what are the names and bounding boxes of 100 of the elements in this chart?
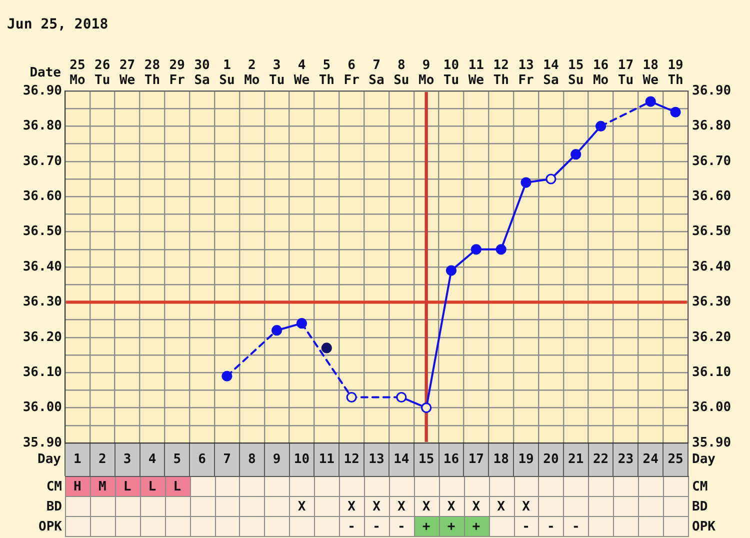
text: X <box>472 499 480 514</box>
category-label: OPK <box>38 519 62 534</box>
x2-tick-label: 23 <box>618 452 634 467</box>
text: - <box>397 519 406 534</box>
x2-tick-label: 16 <box>443 452 460 467</box>
x2-tick-label: 20 <box>543 452 559 467</box>
category-label: CM <box>46 479 62 494</box>
x2-tick-label: 13 <box>368 452 384 467</box>
text: - <box>372 519 380 534</box>
y2-tick-label: 36.00 <box>692 400 732 416</box>
y-tick-label: 36.10 <box>22 364 62 380</box>
x2-tick-label: 3 <box>123 452 132 467</box>
x-tick-label: 2 Mo <box>244 58 260 88</box>
x2-tick-label: 19 <box>518 452 534 467</box>
x-tick-label: 14 Sa <box>543 58 559 88</box>
text: L <box>173 479 182 494</box>
y2-tick-label: 36.20 <box>692 330 732 345</box>
text: H <box>74 479 82 494</box>
text: - <box>348 519 356 534</box>
category-label: BD <box>692 499 708 514</box>
y-tick-label: 36.50 <box>22 224 62 240</box>
y2-tick-label: 36.80 <box>692 118 732 134</box>
x-tick-label: 15 Su <box>568 58 584 88</box>
text: M <box>98 479 106 494</box>
x-tick-label: 7 Sa <box>368 58 384 88</box>
x-tick-label: 18 We <box>642 58 659 88</box>
x2-tick-label: 11 <box>318 452 335 467</box>
y2-tick-label: 36.70 <box>692 154 732 169</box>
category-label: CM <box>692 479 708 494</box>
y-tick-label: 36.40 <box>22 259 62 274</box>
y-tick-label: 36.60 <box>22 188 62 204</box>
x-tick-label: 28 Th <box>144 58 160 88</box>
y-tick-label: 36.80 <box>22 118 62 134</box>
y-tick-label: 35.90 <box>22 435 62 450</box>
y-tick-label: 36.00 <box>22 400 62 416</box>
x-tick-label: 11 We <box>468 58 484 88</box>
y2-tick-label: 36.60 <box>692 188 732 204</box>
text: L <box>123 479 132 494</box>
x2-tick-label: 22 <box>592 452 609 467</box>
x2-tick-label: 21 <box>568 452 584 467</box>
x-tick-label: 19 Th <box>668 58 684 88</box>
text: X <box>447 499 456 514</box>
text: X <box>298 499 306 514</box>
text: - <box>572 519 580 534</box>
x-tick-label: 5 Th <box>318 58 334 88</box>
x-tick-label: 26 Tu <box>94 58 110 88</box>
x2-tick-label: 5 <box>173 452 182 467</box>
x2-tick-label: 25 <box>668 452 684 467</box>
y2-tick-label: 36.90 <box>692 83 732 98</box>
x-tick-label: 17 Tu <box>618 58 634 88</box>
x-tick-label: 29 Fr <box>169 58 186 88</box>
text: - <box>522 519 530 534</box>
x-tick-label: 4 We <box>294 58 310 88</box>
x-tick-label: 1 Su <box>219 58 235 88</box>
y-tick-label: 36.70 <box>22 154 62 169</box>
x-tick-label: 27 We <box>119 58 136 88</box>
x2-tick-label: 6 <box>198 452 206 467</box>
text: + <box>472 519 480 534</box>
x-tick-label: 10 Tu <box>443 58 460 88</box>
x-tick-label: 3 Tu <box>268 58 285 88</box>
x2-tick-label: 14 <box>394 452 410 467</box>
y2-tick-label: 36.50 <box>692 224 732 240</box>
text: X <box>372 499 380 514</box>
chart-title: Jun 25, 2018 <box>7 16 108 33</box>
x-tick-label: 12 Th <box>493 58 509 88</box>
text: + <box>422 519 430 534</box>
x2-tick-label: 2 <box>98 452 106 467</box>
category-label: OPK <box>692 519 716 534</box>
x2-tick-label: 12 <box>344 452 360 467</box>
x2-tick-label: 9 <box>272 452 281 467</box>
y-tick-label: 36.90 <box>22 83 62 98</box>
y2-tick-label: 36.30 <box>692 294 732 310</box>
x2-tick-label: 15 <box>418 452 434 467</box>
x-tick-label: 9 Mo <box>418 58 434 88</box>
x2-tick-label: 18 <box>493 452 510 467</box>
x-tick-label: 25 Mo <box>70 58 86 88</box>
y2-tick-label: 36.40 <box>692 259 732 274</box>
x-tick-label: 13 Fr <box>518 58 534 88</box>
text: X <box>422 499 430 514</box>
text: X <box>397 499 406 514</box>
x-tick-label: 30 Sa <box>194 58 210 88</box>
x-tick-label: 16 Mo <box>592 58 609 88</box>
x2-tick-label: 10 <box>294 452 310 467</box>
text: X <box>348 499 356 514</box>
text: + <box>447 519 456 534</box>
x2-tick-label: 7 <box>223 452 231 467</box>
text: - <box>547 519 555 534</box>
x-axis-title: Date <box>30 65 62 80</box>
text: Day <box>38 452 61 467</box>
text: L <box>148 479 156 494</box>
x-tick-label: 8 Su <box>394 58 410 88</box>
x2-tick-label: 4 <box>148 452 156 467</box>
x2-axis-title: Day <box>692 452 716 467</box>
x2-tick-label: 17 <box>468 452 484 467</box>
y2-tick-label: 36.10 <box>692 364 732 380</box>
text: X <box>497 499 506 514</box>
text: X <box>522 499 530 514</box>
x-tick-label: 6 Fr <box>344 58 360 88</box>
x2-tick-label: 1 <box>74 452 82 467</box>
y-tick-label: 36.30 <box>22 294 62 310</box>
